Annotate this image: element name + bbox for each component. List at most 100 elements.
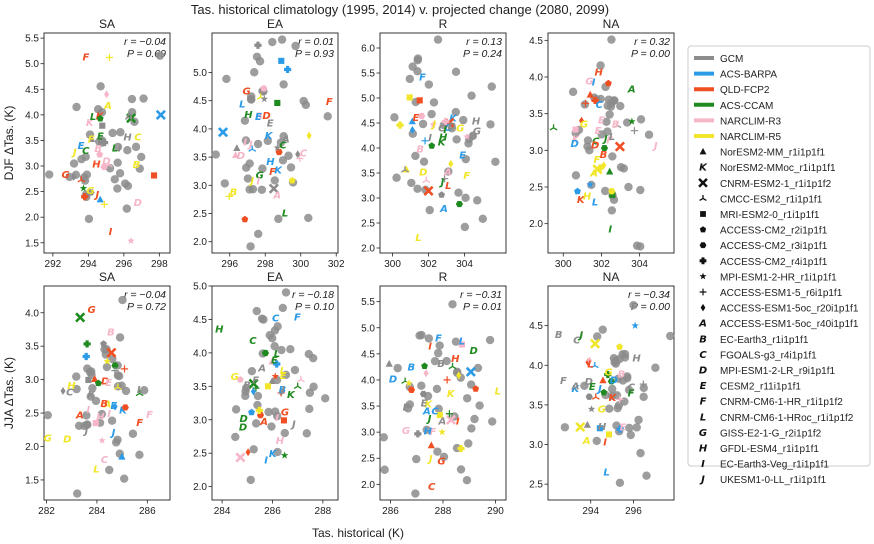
panel-title: R — [439, 17, 448, 31]
svg-text:L: L — [495, 387, 501, 398]
gcm-point — [487, 82, 496, 91]
point-sq — [278, 57, 285, 64]
svg-text:A: A — [124, 111, 133, 122]
gcm-point — [113, 142, 123, 152]
point-h: H — [424, 427, 433, 438]
legend-label: GCM — [720, 54, 743, 65]
x-tick-label: 302 — [328, 259, 345, 270]
svg-text:J: J — [71, 148, 77, 159]
svg-text:K: K — [119, 406, 128, 417]
point-hex — [121, 404, 129, 411]
svg-text:J: J — [699, 475, 705, 486]
svg-text:C: C — [596, 100, 604, 111]
svg-text:L: L — [282, 208, 288, 219]
point-b: B — [416, 145, 424, 156]
gcm-point — [240, 116, 250, 125]
point-dia — [587, 356, 593, 365]
legend-model: F CNRM-CM6-1-HR_r1i1p1f2 — [700, 397, 844, 409]
gcm-point — [115, 333, 125, 342]
legend-model: K NorESM2-MMoc_r1i1p1f1 — [699, 163, 836, 175]
point-f: F — [146, 410, 153, 421]
gcm-point — [286, 163, 296, 172]
legend-label: ACCESS-ESM1-5_r6i1p1f1 — [720, 288, 843, 299]
gcm-point — [211, 150, 220, 159]
point-xx — [126, 113, 137, 124]
point-d: D — [239, 423, 247, 434]
x-tick-label: 298 — [151, 259, 168, 270]
legend-label: MPI-ESM1-2-HR_r1i1p1f1 — [720, 272, 837, 283]
legend-label: UKESM1-0-LL_r1i1p1f1 — [720, 475, 827, 486]
y-tick-label: 5.5 — [25, 34, 39, 45]
point-e: E — [105, 378, 112, 389]
point-xx — [106, 347, 117, 358]
gcm-point — [72, 102, 81, 112]
point-k: K — [438, 138, 447, 149]
y-tick-label: 3.5 — [529, 400, 543, 411]
svg-text:H: H — [598, 422, 607, 433]
gcm-point — [601, 186, 610, 196]
svg-text:A: A — [438, 417, 447, 428]
svg-text:A: A — [443, 167, 452, 178]
svg-text:C: C — [300, 148, 308, 159]
point-p — [82, 352, 90, 361]
gcm-point — [568, 87, 578, 97]
point-c: C — [573, 335, 581, 346]
svg-text:F: F — [606, 136, 613, 147]
legend-label: ACCESS-CM2_r3i1p1f1 — [720, 241, 828, 252]
point-star — [429, 120, 437, 128]
gcm-point — [280, 428, 289, 438]
legend-label: ACCESS-ESM1-5oc_r40i1p1f1 — [720, 319, 859, 330]
legend-group-narclim-r5: NARCLIM-R5 — [694, 132, 782, 143]
svg-text:H: H — [424, 427, 433, 438]
svg-text:D: D — [419, 168, 427, 179]
gcm-point — [155, 51, 165, 60]
point-star — [280, 451, 289, 459]
point-j: J — [290, 420, 296, 431]
point-tri — [231, 151, 240, 159]
gcm-point — [102, 362, 112, 372]
svg-text:L: L — [93, 465, 99, 476]
legend-label: CNRM-ESM2-1_r1i1p1f2 — [720, 179, 832, 190]
svg-text:E: E — [595, 126, 602, 137]
gcm-point — [488, 417, 497, 426]
gcm-point — [407, 178, 416, 188]
point-d: D — [102, 156, 110, 167]
svg-text:G: G — [437, 457, 445, 468]
point-hex — [608, 188, 616, 195]
y-tick-label: 1.5 — [25, 475, 39, 486]
gcm-point — [299, 96, 308, 106]
point-p — [591, 96, 599, 104]
point-g: G — [256, 171, 264, 182]
gcm-point — [452, 135, 461, 144]
point-f: F — [429, 427, 436, 438]
svg-text:H: H — [699, 444, 708, 455]
point-e: E — [459, 151, 466, 162]
svg-text:L: L — [280, 366, 286, 377]
panel-jja-r: R 286 288 290 2.0 2.5 3.0 3.5 4.0 4.5 5.0 5.5 r = −0… — [361, 270, 507, 517]
y-tick-label: 5.0 — [25, 59, 39, 70]
legend-model: CNRM-ESM2-1_r1i1p1f2 — [698, 178, 832, 190]
y-tick-label: 3.5 — [25, 342, 39, 353]
gcm-point — [268, 37, 277, 47]
point-j: J — [602, 134, 608, 145]
legend-label: ACCESS-CM2_r2i1p1f1 — [720, 226, 828, 237]
point-hex — [455, 200, 464, 208]
svg-text:A: A — [422, 407, 431, 418]
point-pent — [472, 385, 480, 392]
point-b: B — [107, 327, 115, 338]
point-l: L — [415, 233, 421, 244]
y-tick-label: 1.5 — [25, 238, 39, 249]
svg-text:C: C — [699, 350, 707, 361]
gcm-point — [250, 68, 259, 77]
legend: GCM ACS-BARPA QLD-FCP2 ACS-CCAM NARCLIM-R3 NA… — [687, 45, 871, 486]
gcm-point — [267, 422, 276, 431]
svg-text:E: E — [620, 422, 627, 433]
y-tick-label: 5.0 — [193, 282, 207, 293]
plot-frame — [211, 32, 339, 254]
point-tri3 — [422, 176, 431, 183]
panel-djf-na: NA 300 302 304 2.0 2.5 3.0 3.5 4.0 4.5 r = 0.32P =… — [529, 17, 675, 270]
point-xx — [217, 127, 229, 138]
legend-label: CMCC-ESM2_r1i1p1f1 — [720, 194, 823, 205]
gcm-point — [607, 206, 617, 215]
gcm-point — [96, 82, 105, 91]
